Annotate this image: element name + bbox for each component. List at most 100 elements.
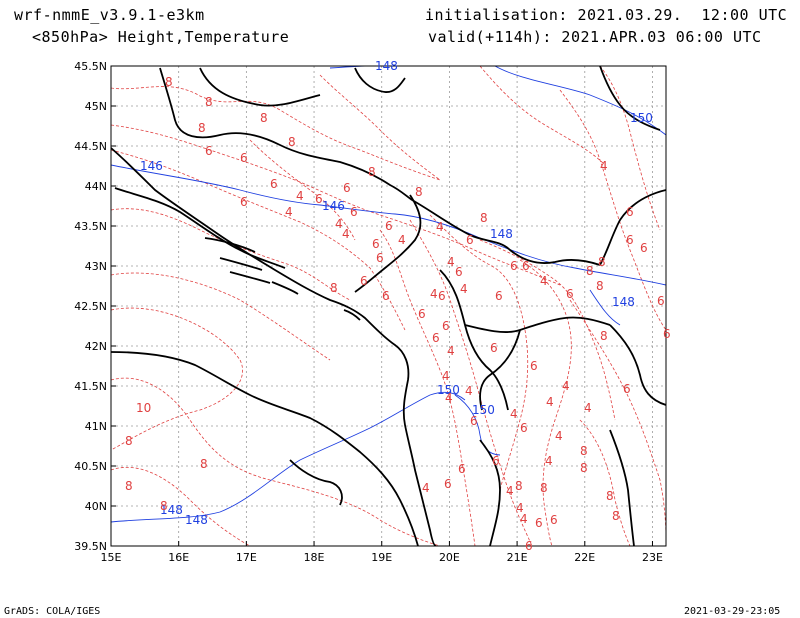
temperature-contour-label: 8 <box>205 95 213 109</box>
y-tick-label: 45N <box>85 100 107 113</box>
height-contours <box>111 66 666 523</box>
y-tick-label: 40N <box>85 500 107 513</box>
temperature-contours <box>111 66 666 546</box>
temperature-contour-label: 8 <box>515 479 523 493</box>
temperature-contour-label: 6 <box>522 259 530 273</box>
temperature-contour-label: 4 <box>584 401 592 415</box>
temperature-contour-label: 6 <box>535 516 543 530</box>
height-contour-label: 148 <box>375 59 398 73</box>
init-time: initialisation: 2021.03.29. 12:00 UTC <box>425 6 788 24</box>
temperature-contour-label: 6 <box>270 177 278 191</box>
temperature-contour-label: 4 <box>555 429 563 443</box>
temperature-contour-label: 4 <box>342 227 350 241</box>
x-tick-label: 16E <box>168 551 189 564</box>
temperature-contour-label: 6 <box>623 382 631 396</box>
height-contour-label: 148 <box>490 227 513 241</box>
temperature-contour-label: 6 <box>520 421 528 435</box>
temperature-contour-label: 6 <box>438 289 446 303</box>
temperature-contour-label: 6 <box>490 341 498 355</box>
temperature-contour-label: 6 <box>626 205 634 219</box>
height-contour-label: 146 <box>140 159 163 173</box>
temperature-contour-label: 6 <box>343 181 351 195</box>
y-tick-label: 41.5N <box>74 380 107 393</box>
temperature-contour-label: 4 <box>285 205 293 219</box>
temperature-contour-label: 8 <box>415 185 423 199</box>
temperature-contour-label: 8 <box>612 509 620 523</box>
temperature-contour-label: 8 <box>330 281 338 295</box>
x-tick-label: 17E <box>236 551 257 564</box>
model-title: wrf-nmmE_v3.9.1-e3km <box>14 6 205 24</box>
temperature-contour-label: 4 <box>447 255 455 269</box>
temperature-contour-label: 6 <box>455 265 463 279</box>
temperature-contour-label: 4 <box>436 220 444 234</box>
temperature-contour-label: 6 <box>360 274 368 288</box>
temperature-contour-label: 6 <box>315 192 323 206</box>
temperature-contour-label: 8 <box>606 489 614 503</box>
temperature-contour-label: 4 <box>600 159 608 173</box>
temperature-contour-label: 6 <box>458 462 466 476</box>
software-credit: GrADS: COLA/IGES <box>4 606 101 617</box>
temperature-contour-label: 4 <box>540 274 548 288</box>
temperature-contour-label: 6 <box>444 477 452 491</box>
height-contour-label: 148 <box>160 503 183 517</box>
temperature-contour-label: 4 <box>422 481 430 495</box>
temperature-contour-label: 4 <box>335 217 343 231</box>
temperature-contour-label: 10 <box>136 401 151 415</box>
temperature-contour-label: 6 <box>530 359 538 373</box>
coastlines-borders <box>111 66 666 546</box>
temperature-contour-label: 4 <box>516 501 524 515</box>
axis-ticks: 15E 16E 17E 18E 19E 20E 21E 22E 23E 39.5N 40N 40.5N… <box>74 60 663 564</box>
temperature-contour-label: 8 <box>200 457 208 471</box>
height-contour-label: 146 <box>322 199 345 213</box>
temperature-contour-label: 8 <box>586 264 594 278</box>
temperature-contour-label: 6 <box>350 205 358 219</box>
temperature-contour-label: 6 <box>376 251 384 265</box>
temperature-contour-label: 8 <box>125 434 133 448</box>
temperature-contour-label: 6 <box>466 233 474 247</box>
y-tick-label: 42.5N <box>74 300 107 313</box>
temperature-contour-label: 6 <box>550 513 558 527</box>
x-tick-label: 23E <box>642 551 663 564</box>
temperature-contour-label: 8 <box>580 444 588 458</box>
temperature-contour-label: 6 <box>525 539 533 553</box>
temperature-contour-label: 6 <box>372 237 380 251</box>
temperature-contour-label: 8 <box>540 481 548 495</box>
temperature-contour-label: 8 <box>598 255 606 269</box>
x-tick-label: 20E <box>439 551 460 564</box>
temperature-contour-label: 8 <box>288 135 296 149</box>
temperature-contour-label: 8 <box>368 165 376 179</box>
temperature-contour-label: 6 <box>566 287 574 301</box>
y-tick-label: 40.5N <box>74 460 107 473</box>
temperature-contour-label: 6 <box>626 233 634 247</box>
temperature-contour-label: 4 <box>546 395 554 409</box>
temperature-contour-label: 6 <box>418 307 426 321</box>
temperature-contour-label: 8 <box>160 499 168 513</box>
temperature-contour-label: 6 <box>657 294 665 308</box>
temperature-contour-label: 6 <box>470 414 478 428</box>
height-contour-label: 150 <box>472 403 495 417</box>
temperature-contour-label: 8 <box>165 75 173 89</box>
y-tick-label: 43.5N <box>74 220 107 233</box>
temperature-contour-label: 6 <box>510 259 518 273</box>
temperature-contour-label: 4 <box>460 282 468 296</box>
temperature-contour-label: 4 <box>445 391 453 405</box>
x-tick-label: 22E <box>574 551 595 564</box>
temperature-contour-label: 4 <box>447 344 455 358</box>
x-tick-label: 15E <box>101 551 122 564</box>
temperature-contour-label: 4 <box>545 454 553 468</box>
temperature-contour-label: 6 <box>205 144 213 158</box>
temperature-contour-label: 4 <box>398 233 406 247</box>
temperature-contour-label: 8 <box>125 479 133 493</box>
graticule <box>111 66 666 546</box>
temperature-contour-label: 6 <box>240 151 248 165</box>
y-tick-label: 42N <box>85 340 107 353</box>
render-timestamp: 2021-03-29-23:05 <box>684 606 781 617</box>
field-title: <850hPa> Height,Temperature <box>32 28 290 46</box>
y-tick-label: 45.5N <box>74 60 107 73</box>
temperature-contour-label: 4 <box>510 407 518 421</box>
temperature-contour-label: 6 <box>240 195 248 209</box>
y-tick-label: 41N <box>85 420 107 433</box>
temperature-contour-label: 6 <box>640 241 648 255</box>
x-tick-label: 18E <box>304 551 325 564</box>
